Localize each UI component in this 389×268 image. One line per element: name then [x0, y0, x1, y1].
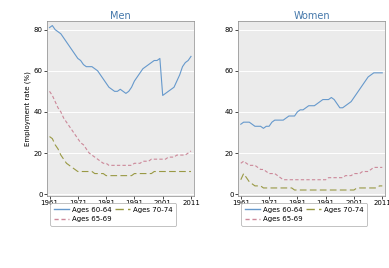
- Legend: Ages 60-64, Ages 65-69, Ages 70-74: Ages 60-64, Ages 65-69, Ages 70-74: [242, 203, 367, 226]
- X-axis label: Year: Year: [111, 208, 129, 217]
- Legend: Ages 60-64, Ages 65-69, Ages 70-74: Ages 60-64, Ages 65-69, Ages 70-74: [50, 203, 176, 226]
- Title: Men: Men: [110, 11, 131, 21]
- X-axis label: Year: Year: [303, 208, 321, 217]
- Title: Women: Women: [293, 11, 330, 21]
- Y-axis label: Employment rate (%): Employment rate (%): [24, 71, 31, 146]
